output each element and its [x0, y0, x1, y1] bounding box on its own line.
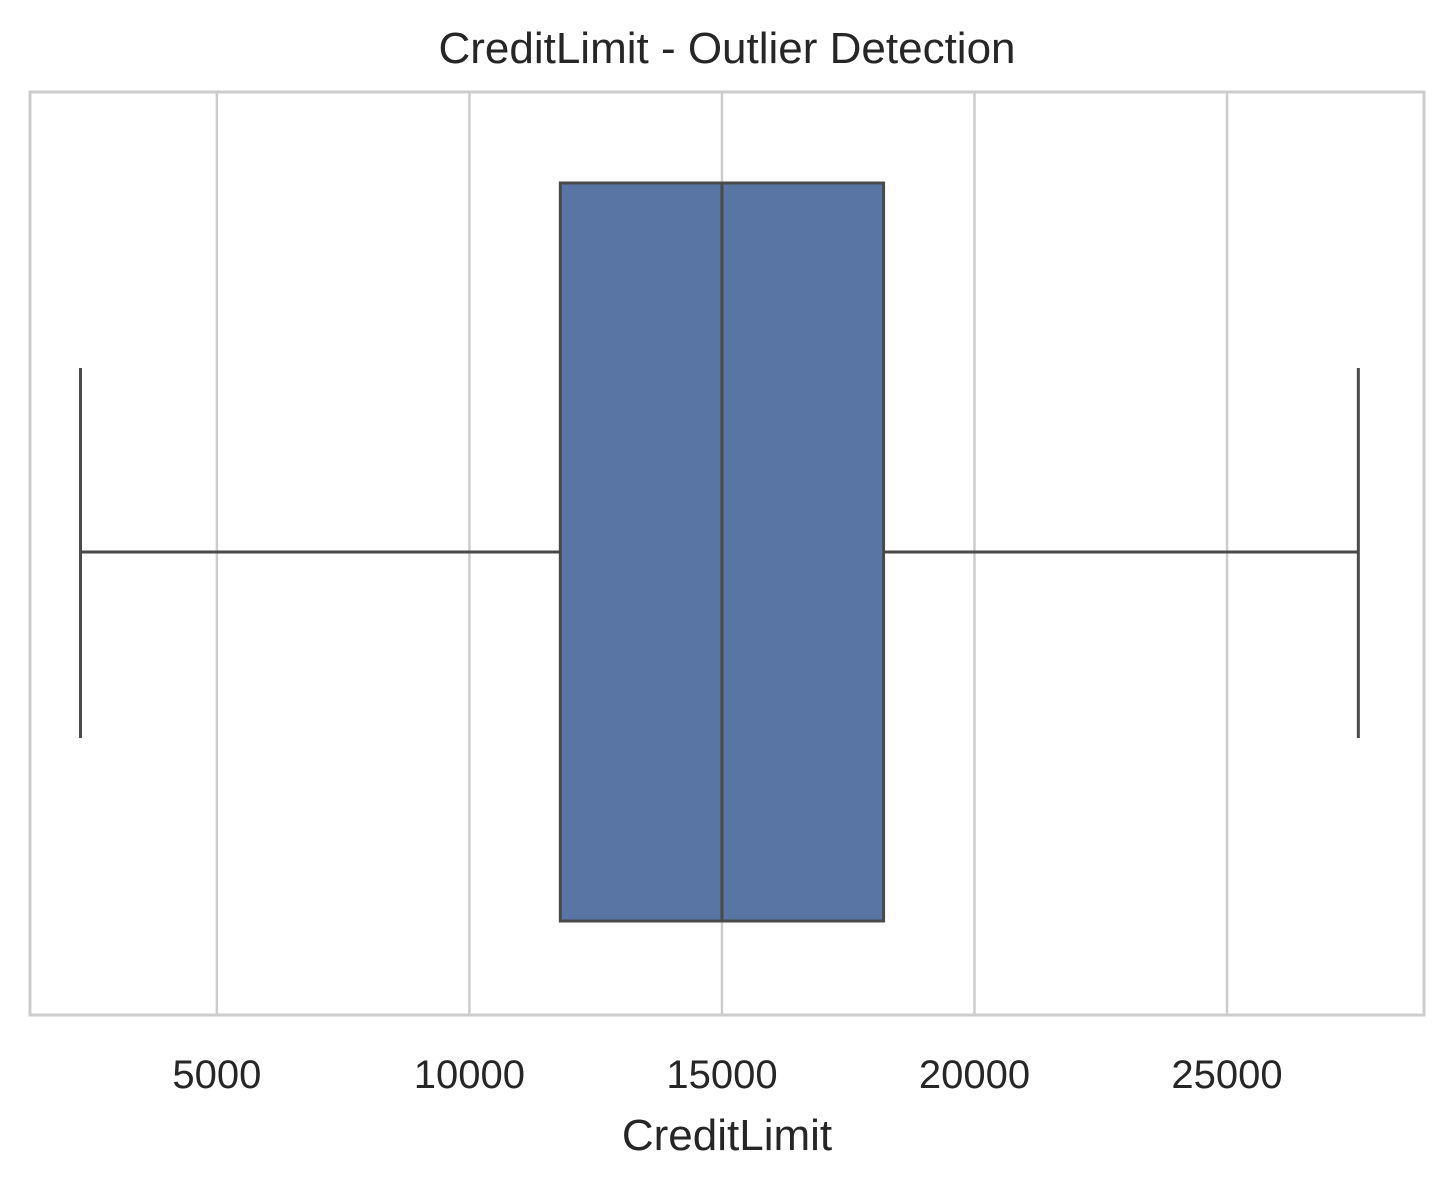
plot-frame [28, 90, 1426, 1017]
x-tick-label: 10000 [414, 1053, 525, 1097]
plot-layer [79, 181, 1360, 923]
chart-title: CreditLimit - Outlier Detection [438, 24, 1015, 73]
x-tick-label: 20000 [919, 1053, 1030, 1097]
x-tick-label: 25000 [1171, 1053, 1282, 1097]
x-tick-label: 15000 [666, 1053, 777, 1097]
tick-layer: 5000 10000 15000 20000 25000 [172, 1053, 1282, 1097]
x-axis-label: CreditLimit [622, 1111, 832, 1160]
x-tick-label: 5000 [172, 1053, 261, 1097]
